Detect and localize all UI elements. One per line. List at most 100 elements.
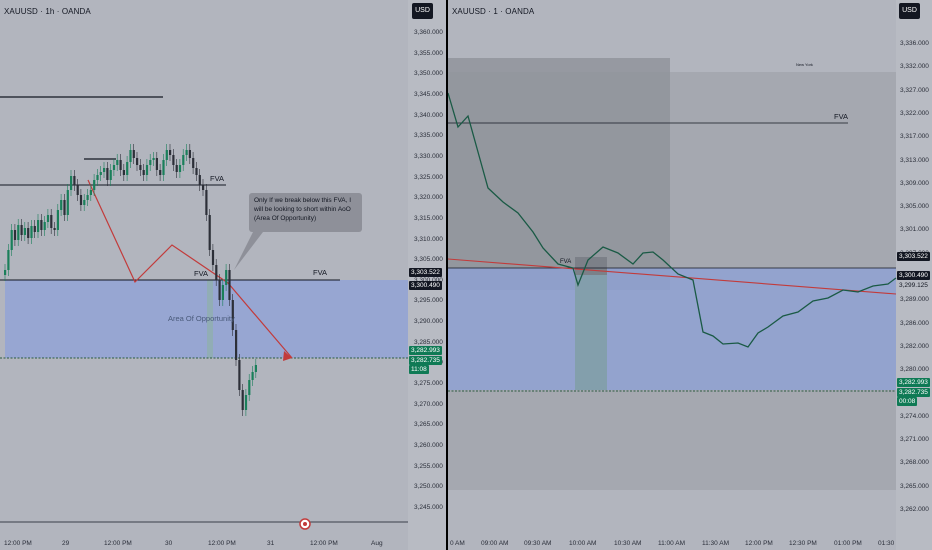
aoo-entry-highlight [207,280,213,358]
aoo-label: Area Of Opportunity [168,314,235,323]
candle [205,190,208,215]
projection-arrow [283,351,292,361]
left-y-tick: 3,300.000 [414,277,443,284]
left-currency-badge[interactable]: USD [412,3,433,19]
candle [228,270,231,300]
fva-small-box [575,257,607,275]
candle [27,228,30,238]
left-x-label-2: 12:00 PM [104,540,132,547]
candle [142,170,145,175]
note-callout[interactable]: Only If we break below this FVA, I will … [249,193,362,232]
candle [145,165,149,175]
fva-label-right: FVA [834,112,849,121]
candle [221,285,224,300]
left-y-tick: 3,320.000 [414,194,443,202]
left-y-tick: 3,285.000 [414,338,443,346]
left-tag-aoo-low: 3,282.993 [409,346,442,355]
right-y-tick: 3,289.000 [900,296,929,304]
right-y-tick: 3,313.000 [900,156,929,164]
candle [202,185,205,190]
right-y-tick: 3,305.000 [900,203,929,211]
right-currency-badge[interactable]: USD [899,3,920,19]
candle [56,210,59,230]
left-y-tick: 3,310.000 [414,235,443,243]
candle [132,150,135,158]
left-tag-countdown: 11:08 [409,365,429,374]
right-y-tick: 3,332.000 [900,63,929,71]
right-symbol-title: XAUUSD · 1 · OANDA [452,7,535,16]
candle [139,165,142,170]
left-chart-panel[interactable]: XAUUSD · 1h · OANDA USD FVA FVA FVA Area… [0,0,446,550]
left-x-label-0: 12:00 PM [4,540,32,547]
left-y-tick: 3,270.000 [414,400,443,408]
panel-divider[interactable] [446,0,448,550]
left-candles [4,144,257,416]
right-x-label-0: 0 AM [450,540,465,547]
candle [192,158,195,168]
right-y-tick: 3,262.000 [900,506,929,513]
candle [89,190,92,195]
right-x-label-8: 12:30 PM [789,540,817,547]
candle [63,200,66,215]
left-y-tick: 3,305.000 [414,256,443,264]
candle [4,270,7,275]
candle [33,226,36,232]
right-chart-panel[interactable]: XAUUSD · 1 · OANDA USD FVA FVA New York … [448,0,932,550]
right-y-tick: 3,265.000 [900,482,929,490]
candle [96,175,99,180]
candle [70,176,73,190]
candle [129,150,132,162]
candle [17,225,20,240]
candle [244,395,248,410]
candle [182,155,185,165]
candle [235,330,238,360]
candle [40,220,43,230]
candle [106,168,109,180]
right-y-tick: 3,317.000 [900,133,929,141]
right-y-tick: 3,274.000 [900,412,929,420]
candle [172,155,175,165]
left-chart-canvas [0,96,408,530]
left-x-label-3: 30 [165,540,173,547]
right-x-label-4: 10:30 AM [614,540,642,547]
candle [169,150,172,155]
left-x-label-5: 31 [267,540,275,547]
candle [60,200,63,210]
right-y-tick: 3,301.000 [900,226,929,234]
left-y-tick: 3,255.000 [414,462,443,470]
left-y-tick: 3,265.000 [414,421,443,429]
candle [241,390,244,410]
left-plot-area[interactable] [0,0,408,550]
candle [218,280,221,300]
candle [13,230,17,240]
left-tag-fva-high: 3,303.522 [409,268,442,277]
left-tag-fva-low: 3,300.490 [409,281,442,290]
right-x-label-5: 11:00 AM [658,540,685,547]
candle [152,158,155,160]
right-y-tick: 3,309.000 [900,179,929,187]
candle [66,190,69,215]
right-x-label-2: 09:30 AM [524,540,552,547]
left-y-tick: 3,340.000 [414,111,443,119]
candle [10,230,13,250]
candle [195,168,198,175]
candle [248,380,251,395]
candle [83,200,86,205]
candle [211,250,215,265]
right-y-tick: 3,322.000 [900,109,929,117]
note-pointer [234,232,263,270]
trendline-right [448,258,897,295]
candle [178,165,182,172]
right-y-tick: 3,327.000 [900,86,929,94]
left-y-tick: 3,325.000 [414,173,443,181]
left-y-tick: 3,260.000 [414,442,443,449]
candle [254,365,257,372]
candle [53,228,56,230]
candle [20,225,23,235]
candle [122,170,125,175]
candle [188,150,191,158]
left-y-tick: 3,275.000 [414,380,443,388]
candle [23,228,26,235]
candle [198,175,201,185]
right-y-tick: 3,268.000 [900,459,929,467]
